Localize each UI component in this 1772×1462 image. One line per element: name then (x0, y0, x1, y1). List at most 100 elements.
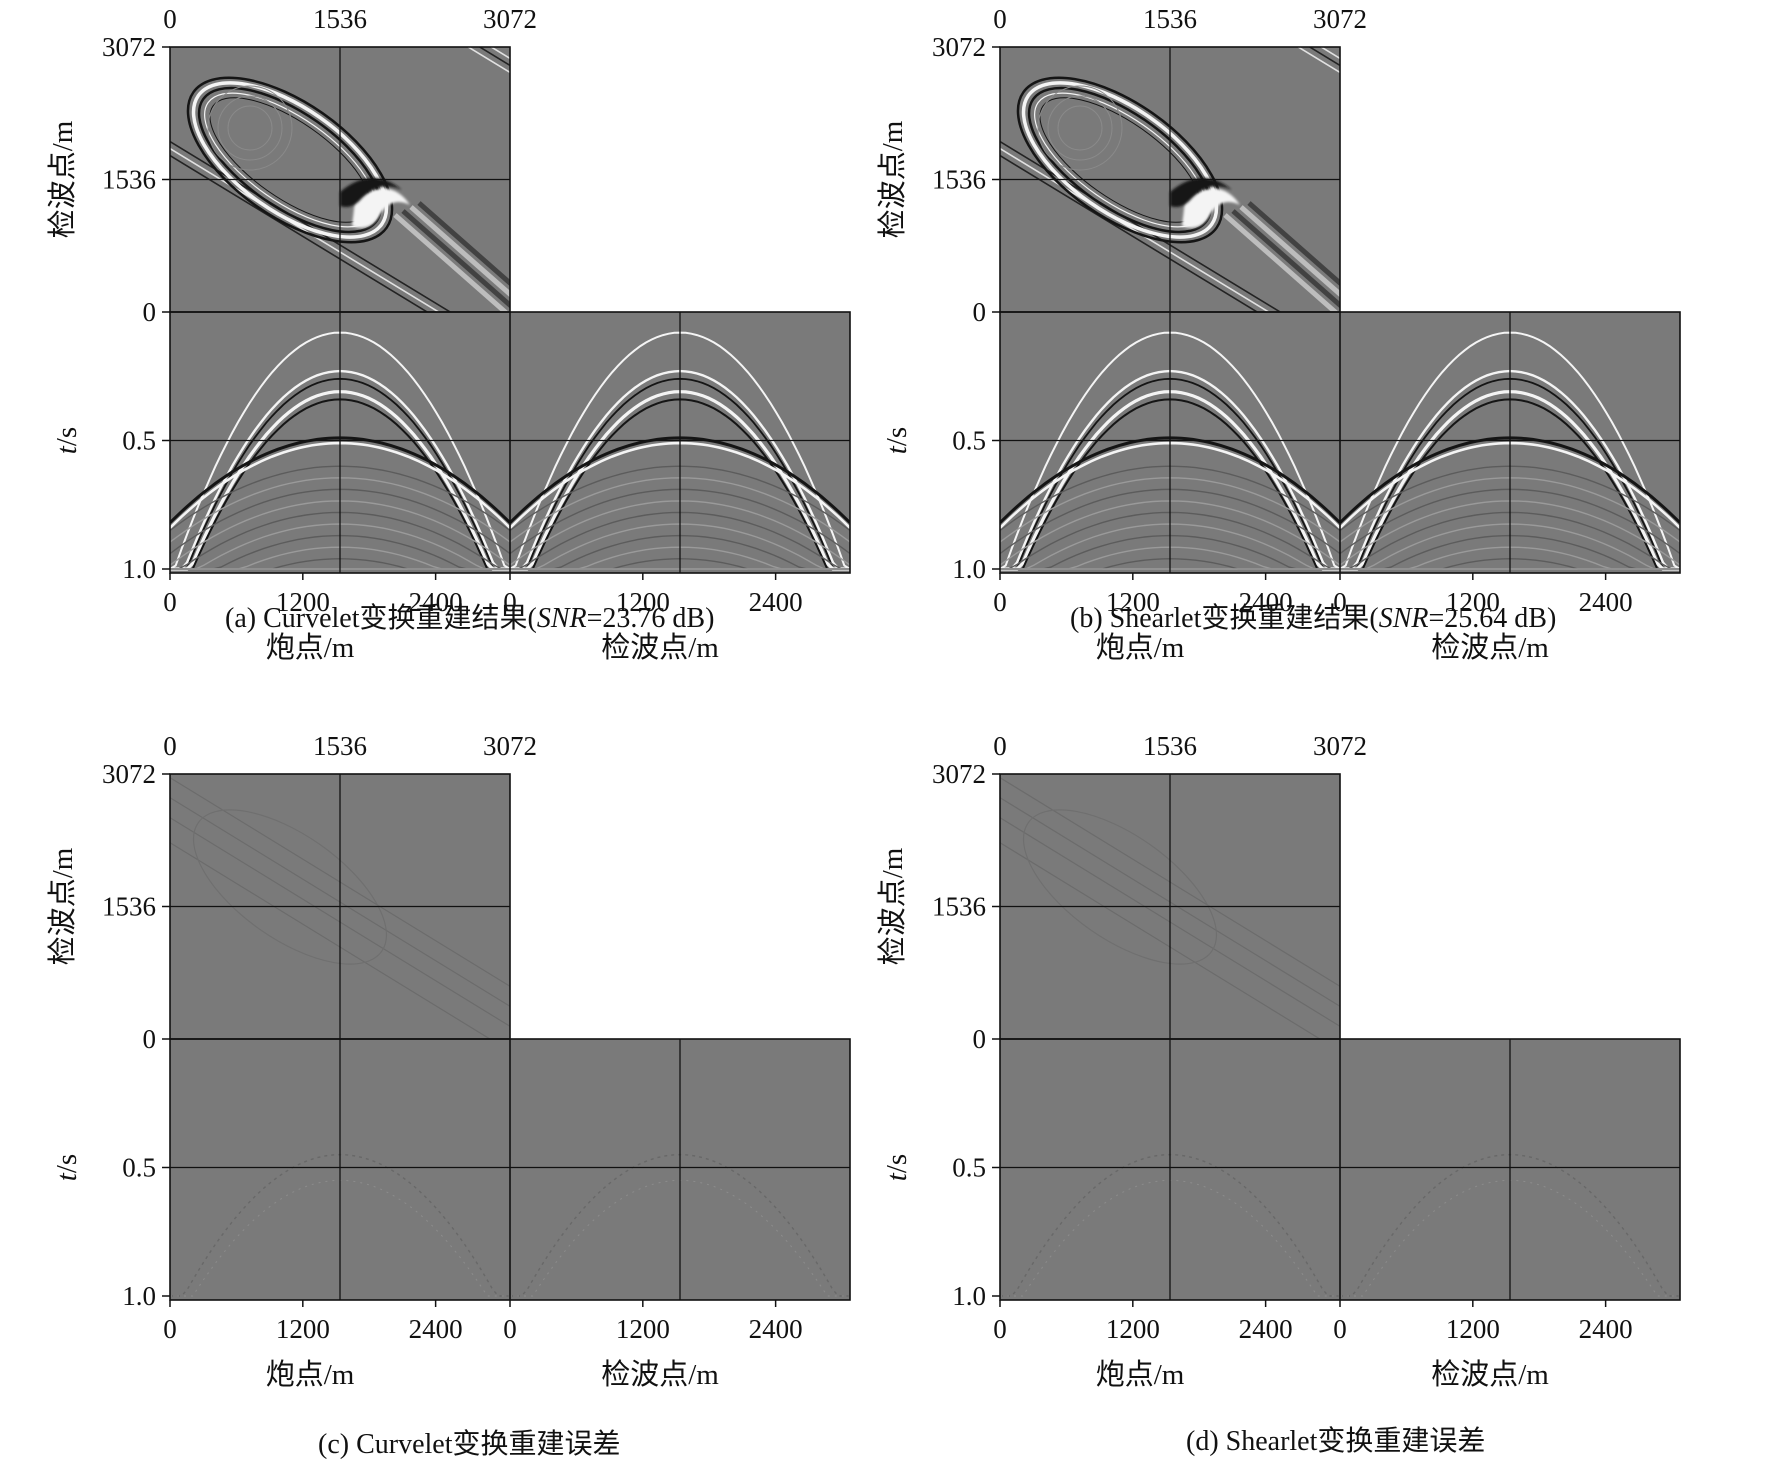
top-y-tick-label: 1536 (932, 165, 986, 195)
receiver-x-axis-label: 检波点/m (601, 1358, 719, 1391)
shot-x-tick-label: 1200 (276, 1314, 330, 1344)
receiver-x-tick-label: 0 (503, 1314, 517, 1344)
top-x-tick-label: 3072 (1313, 731, 1367, 761)
top-y-axis-label: 检波点/m (46, 847, 79, 965)
top-y-tick-label: 3072 (932, 32, 986, 62)
receiver-x-tick-label: 2400 (1579, 587, 1633, 617)
top-x-tick-label: 1536 (1143, 731, 1197, 761)
bottom-y-axis-label: t/s (51, 427, 83, 454)
top-x-tick-label: 3072 (1313, 4, 1367, 34)
ellipse-group (186, 76, 394, 244)
shot-x-axis-label: 炮点/m (1096, 1358, 1185, 1391)
shot-x-tick-label: 2400 (409, 587, 463, 617)
top-y-tick-label: 0 (143, 297, 157, 327)
shot-x-axis-label: 炮点/m (1096, 631, 1185, 664)
top-x-tick-label: 1536 (313, 4, 367, 34)
tail-stripe (1223, 213, 1340, 312)
receiver-x-tick-label: 1200 (616, 587, 670, 617)
bottom-y-axis-label-t: t (881, 1172, 913, 1181)
panel-c: 0 1536 3072 3072 1536 0 0.5 1.0 0 1200 2400 0 1200 24… (0, 727, 886, 1460)
bottom-y-axis-label: t/s (881, 1154, 913, 1181)
bottom-y-tick-label: 1.0 (122, 554, 156, 584)
ellipse-ring (191, 81, 389, 239)
caption-b-snr-value: =25.64 dB) (1428, 603, 1557, 634)
error-ellipse (192, 809, 388, 965)
tail-stripe (401, 209, 510, 309)
shot-x-axis-label: 炮点/m (266, 631, 355, 664)
ellipse-ring (1016, 76, 1224, 244)
top-x-tick-label: 1536 (313, 731, 367, 761)
top-x-tick-label: 3072 (483, 4, 537, 34)
receiver-x-axis-label: 检波点/m (1431, 631, 1549, 664)
top-y-tick-label: 0 (973, 1024, 987, 1054)
top-x-tick-label: 0 (993, 731, 1007, 761)
receiver-x-tick-label: 1200 (1446, 1314, 1500, 1344)
faint-ring (1047, 95, 1113, 161)
shot-x-tick-label: 2400 (1239, 587, 1293, 617)
tail-stripe (393, 213, 510, 312)
top-y-tick-label: 1536 (102, 165, 156, 195)
tail-group (393, 201, 510, 312)
caption-d-text: (d) Shearlet变换重建误差 (1186, 1426, 1486, 1457)
caption-b-prefix: (b) Shearlet变换重建结果( (1070, 603, 1379, 634)
crescent-bright (352, 188, 410, 228)
caption-a-snr-label: SNR (536, 603, 587, 634)
receiver-x-tick-label: 1200 (616, 1314, 670, 1344)
caption-c-text: (c) Curvelet变换重建误差 (318, 1429, 621, 1460)
receiver-x-tick-label: 2400 (749, 587, 803, 617)
top-y-tick-label: 3072 (102, 32, 156, 62)
tail-stripe (417, 201, 510, 287)
ellipse-ring (197, 86, 383, 234)
receiver-x-axis-label: 检波点/m (1431, 1358, 1549, 1391)
bottom-y-axis-label-t: t (51, 445, 83, 454)
bottom-y-tick-label: 1.0 (952, 554, 986, 584)
top-x-tick-label: 1536 (1143, 4, 1197, 34)
ellipse-ring (1021, 81, 1219, 239)
shot-x-tick-label: 0 (163, 1314, 177, 1344)
crescent-bright (1182, 188, 1240, 228)
shot-x-tick-label: 2400 (1239, 1314, 1293, 1344)
top-y-tick-label: 3072 (932, 759, 986, 789)
top-y-tick-label: 0 (143, 1024, 157, 1054)
tail-stripe (1231, 209, 1340, 309)
faint-ring (227, 105, 273, 151)
top-x-tick-label: 0 (163, 731, 177, 761)
caption-a-prefix: (a) Curvelet变换重建结果( (225, 603, 537, 634)
receiver-x-tick-label: 2400 (1579, 1314, 1633, 1344)
bottom-y-tick-label: 0.5 (952, 1153, 986, 1183)
bottom-y-axis-label: t/s (881, 427, 913, 454)
caption-b: (b) Shearlet变换重建结果(SNR=25.64 dB) (1070, 596, 1556, 636)
bottom-y-tick-label: 0.5 (122, 426, 156, 456)
shot-x-tick-label: 0 (993, 1314, 1007, 1344)
receiver-x-tick-label: 0 (503, 587, 517, 617)
top-y-tick-label: 1536 (102, 892, 156, 922)
shot-x-tick-label: 2400 (409, 1314, 463, 1344)
bottom-y-tick-label: 1.0 (122, 1281, 156, 1311)
receiver-x-tick-label: 0 (1333, 587, 1347, 617)
faint-ring (1037, 85, 1123, 171)
tail-group (1223, 201, 1340, 312)
top-y-axis-label: 检波点/m (46, 120, 79, 238)
top-y-tick-label: 0 (973, 297, 987, 327)
top-x-tick-label: 3072 (483, 731, 537, 761)
tail-stripe (409, 205, 510, 298)
top-x-tick-label: 0 (163, 4, 177, 34)
top-x-tick-label: 0 (993, 4, 1007, 34)
caption-a-snr-value: =23.76 dB) (586, 603, 715, 634)
top-y-tick-label: 3072 (102, 759, 156, 789)
shot-x-tick-label: 1200 (1106, 1314, 1160, 1344)
top-image-content (1000, 47, 1340, 312)
shot-x-tick-label: 0 (993, 587, 1007, 617)
caption-c: (c) Curvelet变换重建误差 (318, 1422, 621, 1462)
error-ellipse (1022, 809, 1218, 965)
bottom-y-axis-label-unit: /s (881, 427, 913, 446)
top-y-axis-label: 检波点/m (876, 120, 909, 238)
receiver-x-tick-label: 2400 (749, 1314, 803, 1344)
faint-ring (217, 95, 283, 161)
shot-x-axis-label: 炮点/m (266, 1358, 355, 1391)
bottom-y-axis-label: t/s (51, 1154, 83, 1181)
